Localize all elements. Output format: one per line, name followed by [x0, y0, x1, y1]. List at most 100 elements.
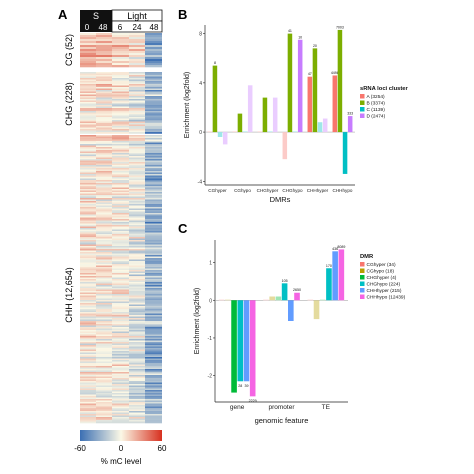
bar	[262, 97, 268, 133]
bar	[342, 132, 348, 174]
bar-value-label: 4498	[331, 71, 339, 75]
bar-value-label: 10	[298, 35, 302, 39]
row-group-label-chg: CHG (228)	[64, 82, 74, 126]
x-tick-label: CHHhyper	[307, 188, 329, 193]
legend-swatch	[360, 294, 365, 299]
dark-header-label: S	[93, 11, 99, 21]
heatmap-chg-block	[80, 72, 162, 134]
panel-c-letter: C	[178, 221, 188, 236]
bar	[281, 283, 288, 301]
colorbar-tick: 60	[158, 444, 167, 453]
bar	[319, 299, 326, 301]
timepoint-header-dark	[80, 21, 112, 32]
timepoint-header-light	[111, 20, 163, 33]
panel-a: A S Light 0 48 6 24 48 CG (52) CHG (228)…	[58, 7, 167, 466]
bar-value-label: 47	[308, 72, 312, 76]
bar-value-label: 39	[244, 384, 248, 388]
x-tick-label: CHHhypo	[333, 188, 353, 193]
timepoint-label: 48	[150, 23, 159, 32]
y-tick-label: -4	[198, 179, 203, 185]
bar	[212, 65, 218, 133]
x-tick-label: CGhyper	[208, 188, 227, 193]
y-tick-label: 0	[209, 298, 212, 304]
bar	[257, 131, 263, 133]
legend-label: D (2474)	[367, 114, 386, 120]
y-tick-label: 4	[199, 81, 202, 87]
bar	[307, 299, 314, 301]
bar-value-label: 8089	[337, 245, 345, 249]
heatmap-chh-block	[80, 135, 162, 424]
legend-swatch	[360, 268, 365, 273]
y-tick-label: 8	[199, 32, 202, 38]
bar-value-label: 7003	[336, 25, 344, 29]
x-tick-label: gene	[230, 404, 245, 411]
x-tick-label: CHGhyper	[257, 188, 279, 193]
bar-value-label: 105	[282, 279, 288, 283]
y-axis-label: Enrichment (log2fold)	[194, 288, 201, 355]
x-tick-label: promoter	[268, 404, 295, 411]
bar	[338, 249, 345, 301]
legend-label: B (3374)	[367, 101, 386, 107]
bar	[267, 131, 273, 133]
legend-title: DMR	[360, 254, 374, 260]
timepoint-label: 0	[85, 23, 90, 32]
legend-swatch	[360, 113, 365, 118]
bar	[337, 29, 343, 133]
legend-label: A (3254)	[367, 94, 386, 100]
bar	[307, 76, 313, 133]
legend-title: sRNA loci cluster	[360, 86, 409, 92]
legend-swatch	[360, 288, 365, 293]
x-axis-label: genomic feature	[255, 416, 309, 425]
legend-swatch	[360, 94, 365, 99]
y-tick-label: 0	[199, 130, 202, 136]
y-tick-label: -1	[208, 336, 213, 342]
bar	[313, 300, 320, 320]
colorbar-label: % mC level	[101, 457, 142, 466]
legend-label: C (1139)	[367, 107, 386, 113]
bar	[237, 300, 244, 382]
bar-value-label: 170	[326, 264, 332, 268]
colorbar-tick: 0	[119, 444, 124, 453]
bar	[288, 300, 294, 321]
bar	[242, 131, 248, 133]
bar	[347, 116, 353, 133]
panel-c: C -2 -1 0 1 28 105 170 39 436 2229 2650 8089 gene pro…	[178, 221, 406, 425]
bar	[317, 122, 323, 133]
light-header-label: Light	[127, 11, 147, 21]
legend-label: CHHhyper (215)	[367, 288, 402, 294]
bar	[332, 75, 338, 133]
bar	[232, 131, 238, 133]
bar	[217, 132, 223, 137]
dark-header-box	[80, 10, 112, 21]
bar	[294, 292, 300, 301]
row-group-label-cg: CG (52)	[64, 34, 74, 66]
heatmap-cg-block	[80, 33, 162, 68]
legend-label: CHGhyper (4)	[367, 275, 397, 281]
bar	[207, 131, 213, 133]
x-tick-label: CHGhypo	[282, 188, 303, 193]
timepoint-label: 24	[133, 23, 142, 32]
panel-b-plot: -4 0 4 8 47 4498 8 41 20 7003 10 333 CGhyper CGhypo CH…	[184, 25, 409, 204]
bar	[225, 299, 231, 301]
bar	[249, 300, 256, 397]
bar	[243, 300, 250, 382]
bar-value-label: 333	[347, 112, 353, 116]
legend-swatch	[360, 262, 365, 267]
y-tick-label: 1	[209, 261, 212, 267]
bar	[263, 299, 269, 301]
legend-swatch	[360, 107, 365, 112]
x-tick-label: CGhypo	[234, 188, 251, 193]
bar-value-label: 436	[332, 247, 338, 251]
row-group-label-chh: CHH (12,654)	[64, 267, 74, 323]
bar	[292, 131, 298, 133]
bar	[269, 296, 275, 301]
bar-value-label: 8	[214, 61, 216, 65]
y-axis-label: Enrichment (log2fold)	[184, 72, 191, 139]
bar-value-label: 41	[288, 29, 292, 33]
colorbar-tick: -60	[74, 444, 86, 453]
legend-label: CGhypo (18)	[367, 269, 395, 275]
bar-value-label: 2650	[293, 288, 301, 292]
legend-label: CHGhypo (224)	[367, 282, 401, 288]
bar	[332, 251, 338, 301]
bar	[326, 268, 332, 301]
